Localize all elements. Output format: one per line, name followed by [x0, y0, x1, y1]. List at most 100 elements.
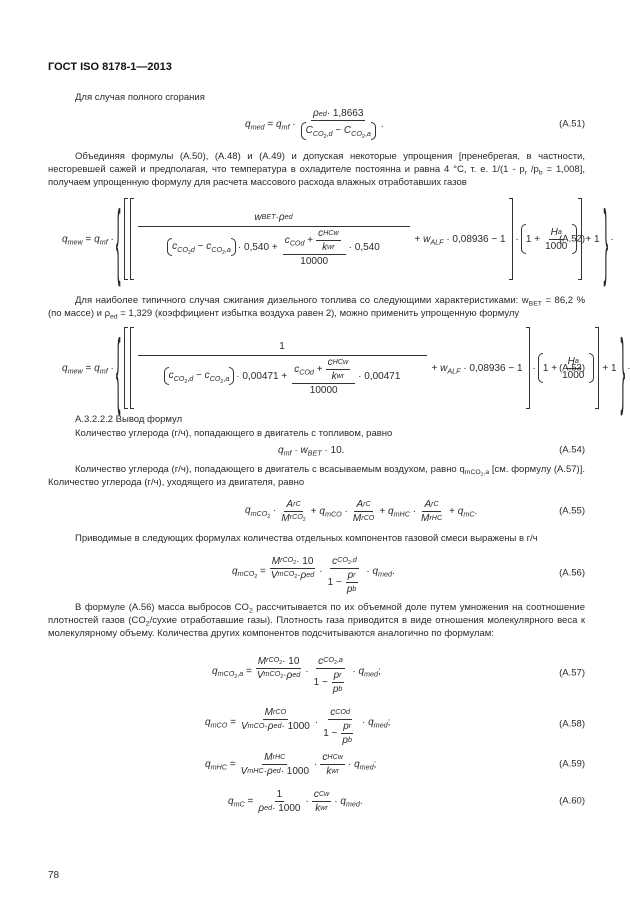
equation-number: (A.53): [559, 362, 585, 374]
inner-fraction: cCOd + c HCw k wr 10000: [292, 356, 356, 396]
denominator: k wr: [315, 802, 328, 814]
paragraph-carbon-air: Количество углерода (г/ч), попадающего в…: [48, 464, 585, 489]
dot: ·: [319, 565, 323, 577]
section-heading: А.3.2.2.2 Вывод формул: [75, 414, 183, 425]
kwr-denominator: k wr: [331, 370, 345, 382]
paragraph-carbon-fuel: Количество углерода (г/ч), попадающего в…: [75, 428, 393, 439]
eq-tail: ·: [627, 363, 630, 374]
hc-numerator: c HCw: [325, 356, 351, 370]
inner-denominator: 10000: [309, 384, 338, 396]
page-number: 78: [48, 870, 60, 881]
curly-brace-right: }: [620, 320, 626, 416]
denominator-tail: · 0,540: [348, 241, 380, 253]
dot: ·: [314, 716, 319, 728]
numerator: c COd: [328, 706, 352, 720]
eq-tail: · qmed;: [352, 665, 381, 679]
inner-numerator: cCOd +: [284, 234, 314, 248]
dot: ·: [314, 758, 318, 770]
inner-denominator: 10000: [300, 255, 329, 267]
eq-lhs: qmCO2,a =: [212, 665, 252, 680]
eq-lhs: qmed = qmf ·: [245, 118, 296, 132]
inner-numerator: cCOd +: [294, 363, 323, 377]
one-minus: 1 −: [323, 727, 338, 739]
equation-a54: qmf · wBET · 10. (A.54): [0, 441, 630, 459]
hc-numerator: c HCw: [316, 227, 341, 241]
eq-lhs: qmew = qmf ·: [62, 362, 114, 376]
term-co2: qmCO2 ·: [245, 505, 277, 520]
equation-number: (A.52): [559, 233, 585, 245]
equation-number: (A.54): [559, 444, 585, 456]
paragraph-co2-mass: В формуле (А.56) масса выбросов CO2 расс…: [48, 602, 586, 639]
eq-expression: qmf · wBET · 10.: [278, 444, 345, 458]
equation-number: (A.57): [559, 667, 585, 679]
numerator: c CO2,a: [316, 654, 345, 669]
denominator: ρ ed · 1000: [258, 802, 301, 814]
kwr-denominator: k wr: [322, 241, 335, 253]
eq-end: + 1: [585, 233, 600, 245]
eq-tail: · qmed.: [366, 565, 395, 579]
equation-number: (A.59): [559, 758, 585, 770]
numerator: c Cw: [311, 788, 332, 802]
eq-lhs: qmC =: [228, 795, 254, 809]
eq-middle: + wALF · 0,08936 − 1: [431, 362, 523, 376]
denominator: CCO2,d − CCO2,a: [305, 125, 371, 140]
equation-number: (A.58): [559, 718, 585, 730]
equation-number: (A.60): [559, 795, 585, 807]
numerator: w BET · ρ ed: [137, 212, 410, 227]
numerator: c HCw: [320, 751, 345, 765]
eq-tail: · qmed;: [361, 716, 391, 730]
paren-term: 1 +: [525, 233, 541, 245]
paragraph-units: Приводимые в следующих формулах количест…: [75, 533, 538, 544]
eq-lhs: qmHC =: [205, 758, 236, 772]
equation-number: (A.51): [559, 118, 585, 130]
numerator: ρ ed · 1,8663: [311, 108, 366, 121]
humidity-denominator: 1000: [545, 240, 568, 252]
one-minus: 1 −: [313, 676, 328, 688]
term-hc: + qmHC ·: [379, 505, 417, 519]
eq-lhs: qmCO =: [205, 716, 236, 730]
main-fraction: w BET · ρ ed cCO2d − cCO2,a · 0,540 + cCOd…: [137, 212, 410, 267]
denominator-diff: cCO2,d − cCO2,a: [168, 370, 230, 385]
denominator-diff: cCO2d − cCO2,a: [172, 241, 231, 256]
eq-lhs: qmew = qmf ·: [62, 233, 114, 247]
paragraph-combining-formulas: Объединяя формулы (А.50), (А.48) и (А.49…: [48, 151, 585, 188]
term-c: + qmC.: [449, 505, 478, 519]
numerator: c CO2,d: [330, 554, 359, 569]
eq-tail: .: [380, 118, 384, 130]
dot: ·: [305, 665, 309, 677]
denominator-factor: · 0,540 +: [237, 241, 278, 253]
term-co: + qmCO ·: [310, 505, 348, 519]
paragraph-diesel-case: Для наиболее типичного случая сжигания д…: [48, 295, 586, 321]
eq-lhs: qmCO2 =: [232, 565, 266, 580]
inner-fraction: cCOd + c HCw k wr 10000: [282, 227, 346, 267]
paragraph-complete-combustion: Для случая полного сгорания: [75, 92, 205, 103]
paren-term: 1 +: [542, 362, 558, 374]
denominator: k wr: [326, 765, 339, 777]
dot: ·: [532, 362, 536, 374]
curly-brace-right: }: [603, 191, 609, 287]
eq-tail: · qmed;: [347, 758, 377, 772]
